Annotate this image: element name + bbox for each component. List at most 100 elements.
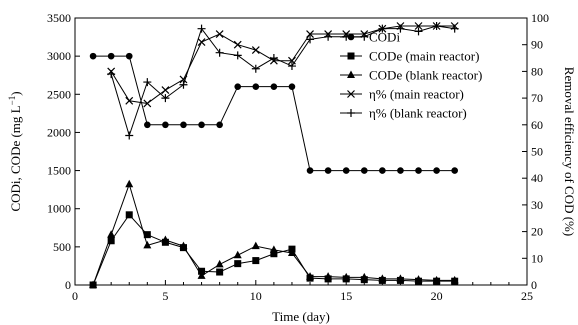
data-point (215, 48, 224, 57)
data-point (414, 22, 423, 30)
data-point (415, 167, 422, 174)
legend-item: CODe (blank reactor) (340, 68, 482, 83)
y-right-tick-label: 80 (531, 64, 543, 78)
legend-marker (347, 70, 355, 78)
data-point (379, 167, 386, 174)
y-right-tick-label: 50 (531, 145, 543, 159)
x-axis-label: Time (day) (272, 309, 330, 324)
data-point (270, 250, 278, 258)
data-point (269, 245, 278, 253)
data-point (161, 235, 170, 243)
data-point (107, 237, 115, 245)
data-point (414, 275, 423, 283)
data-point (433, 167, 440, 174)
data-point (251, 64, 260, 73)
y-right-tick-label: 90 (531, 38, 543, 52)
y-right-tick-label: 60 (531, 118, 543, 132)
data-point (288, 83, 296, 90)
data-point (198, 121, 205, 129)
series-2 (89, 179, 459, 288)
y-right-tick-label: 30 (531, 198, 543, 212)
data-point (216, 121, 223, 129)
data-point (125, 211, 133, 219)
legend-marker (347, 52, 355, 60)
series-3 (107, 22, 459, 108)
data-point (233, 51, 242, 60)
y-axis-right-label: Removal efficiency of COD (%) (562, 67, 577, 236)
data-point (378, 24, 387, 33)
data-point (287, 62, 296, 71)
legend: CODi CODe (main reactor) CODe (blank react… (340, 30, 482, 121)
data-point (450, 24, 459, 33)
data-point (432, 275, 441, 284)
y-left-tick-label: 0 (65, 278, 71, 292)
data-point (143, 231, 151, 239)
data-point (143, 78, 152, 87)
data-point (180, 121, 187, 129)
data-point (270, 83, 278, 90)
legend-label: CODe (blank reactor) (369, 68, 482, 83)
data-point (125, 96, 134, 105)
data-point (198, 267, 206, 275)
y-left-tick-label: 2000 (47, 125, 71, 139)
series-0 (89, 52, 458, 174)
data-point (360, 167, 368, 174)
series-4 (107, 22, 459, 140)
y-left-tick-label: 3500 (47, 11, 71, 25)
legend-marker (347, 90, 355, 98)
data-point (216, 268, 224, 276)
data-point (324, 167, 332, 174)
data-point (306, 272, 315, 280)
data-point (252, 257, 260, 265)
data-point (161, 94, 170, 103)
data-point (233, 40, 242, 49)
data-point (269, 54, 278, 63)
y-axis-left-label-sup: −1 (7, 96, 17, 106)
x-tick-label: 5 (162, 289, 168, 303)
data-point (107, 70, 116, 79)
x-tick-label: 10 (250, 289, 262, 303)
data-point (234, 260, 242, 268)
data-point (161, 86, 170, 95)
x-tick-label: 20 (431, 289, 443, 303)
data-point (251, 46, 260, 54)
y-right-tick-label: 40 (531, 171, 543, 185)
y-left-tick-label: 1500 (47, 164, 71, 178)
data-point (197, 38, 206, 46)
legend-item: η% (main reactor) (340, 87, 464, 102)
data-point (89, 280, 98, 288)
data-point (125, 179, 134, 188)
data-point (324, 272, 333, 280)
data-point (143, 240, 152, 249)
y-left-tick-label: 1000 (47, 202, 71, 216)
legend-marker (347, 109, 355, 117)
data-point (251, 241, 260, 250)
data-point (287, 248, 296, 256)
data-point (306, 35, 315, 44)
y-right-tick-label: 10 (531, 251, 543, 265)
axis-labels: Time (day) CODi, CODe (mg L−1) Removal e… (7, 67, 577, 324)
y-axis-left-label-close: ) (8, 91, 23, 95)
data-point (396, 274, 405, 282)
y-axis-left-label-main: CODi, CODe (mg L (8, 105, 23, 211)
data-point (89, 52, 97, 60)
data-point (252, 83, 260, 90)
x-tick-label: 15 (340, 289, 352, 303)
data-point (179, 80, 188, 89)
legend-label: CODi (369, 30, 400, 45)
data-point (144, 121, 151, 129)
data-point (397, 167, 404, 174)
data-point (143, 99, 152, 108)
data-point (179, 241, 188, 250)
axes: 0 5 10 15 20 25050010001500200025003000350001… (47, 11, 549, 303)
y-right-tick-label: 20 (531, 225, 543, 239)
legend-label: η% (blank reactor) (369, 106, 467, 121)
legend-label: CODe (main reactor) (369, 49, 479, 64)
data-point (432, 22, 441, 31)
y-right-tick-label: 0 (531, 278, 537, 292)
x-tick-label: 25 (521, 289, 533, 303)
data-point (162, 121, 169, 129)
data-point (451, 167, 458, 174)
y-left-tick-label: 3000 (47, 49, 71, 63)
